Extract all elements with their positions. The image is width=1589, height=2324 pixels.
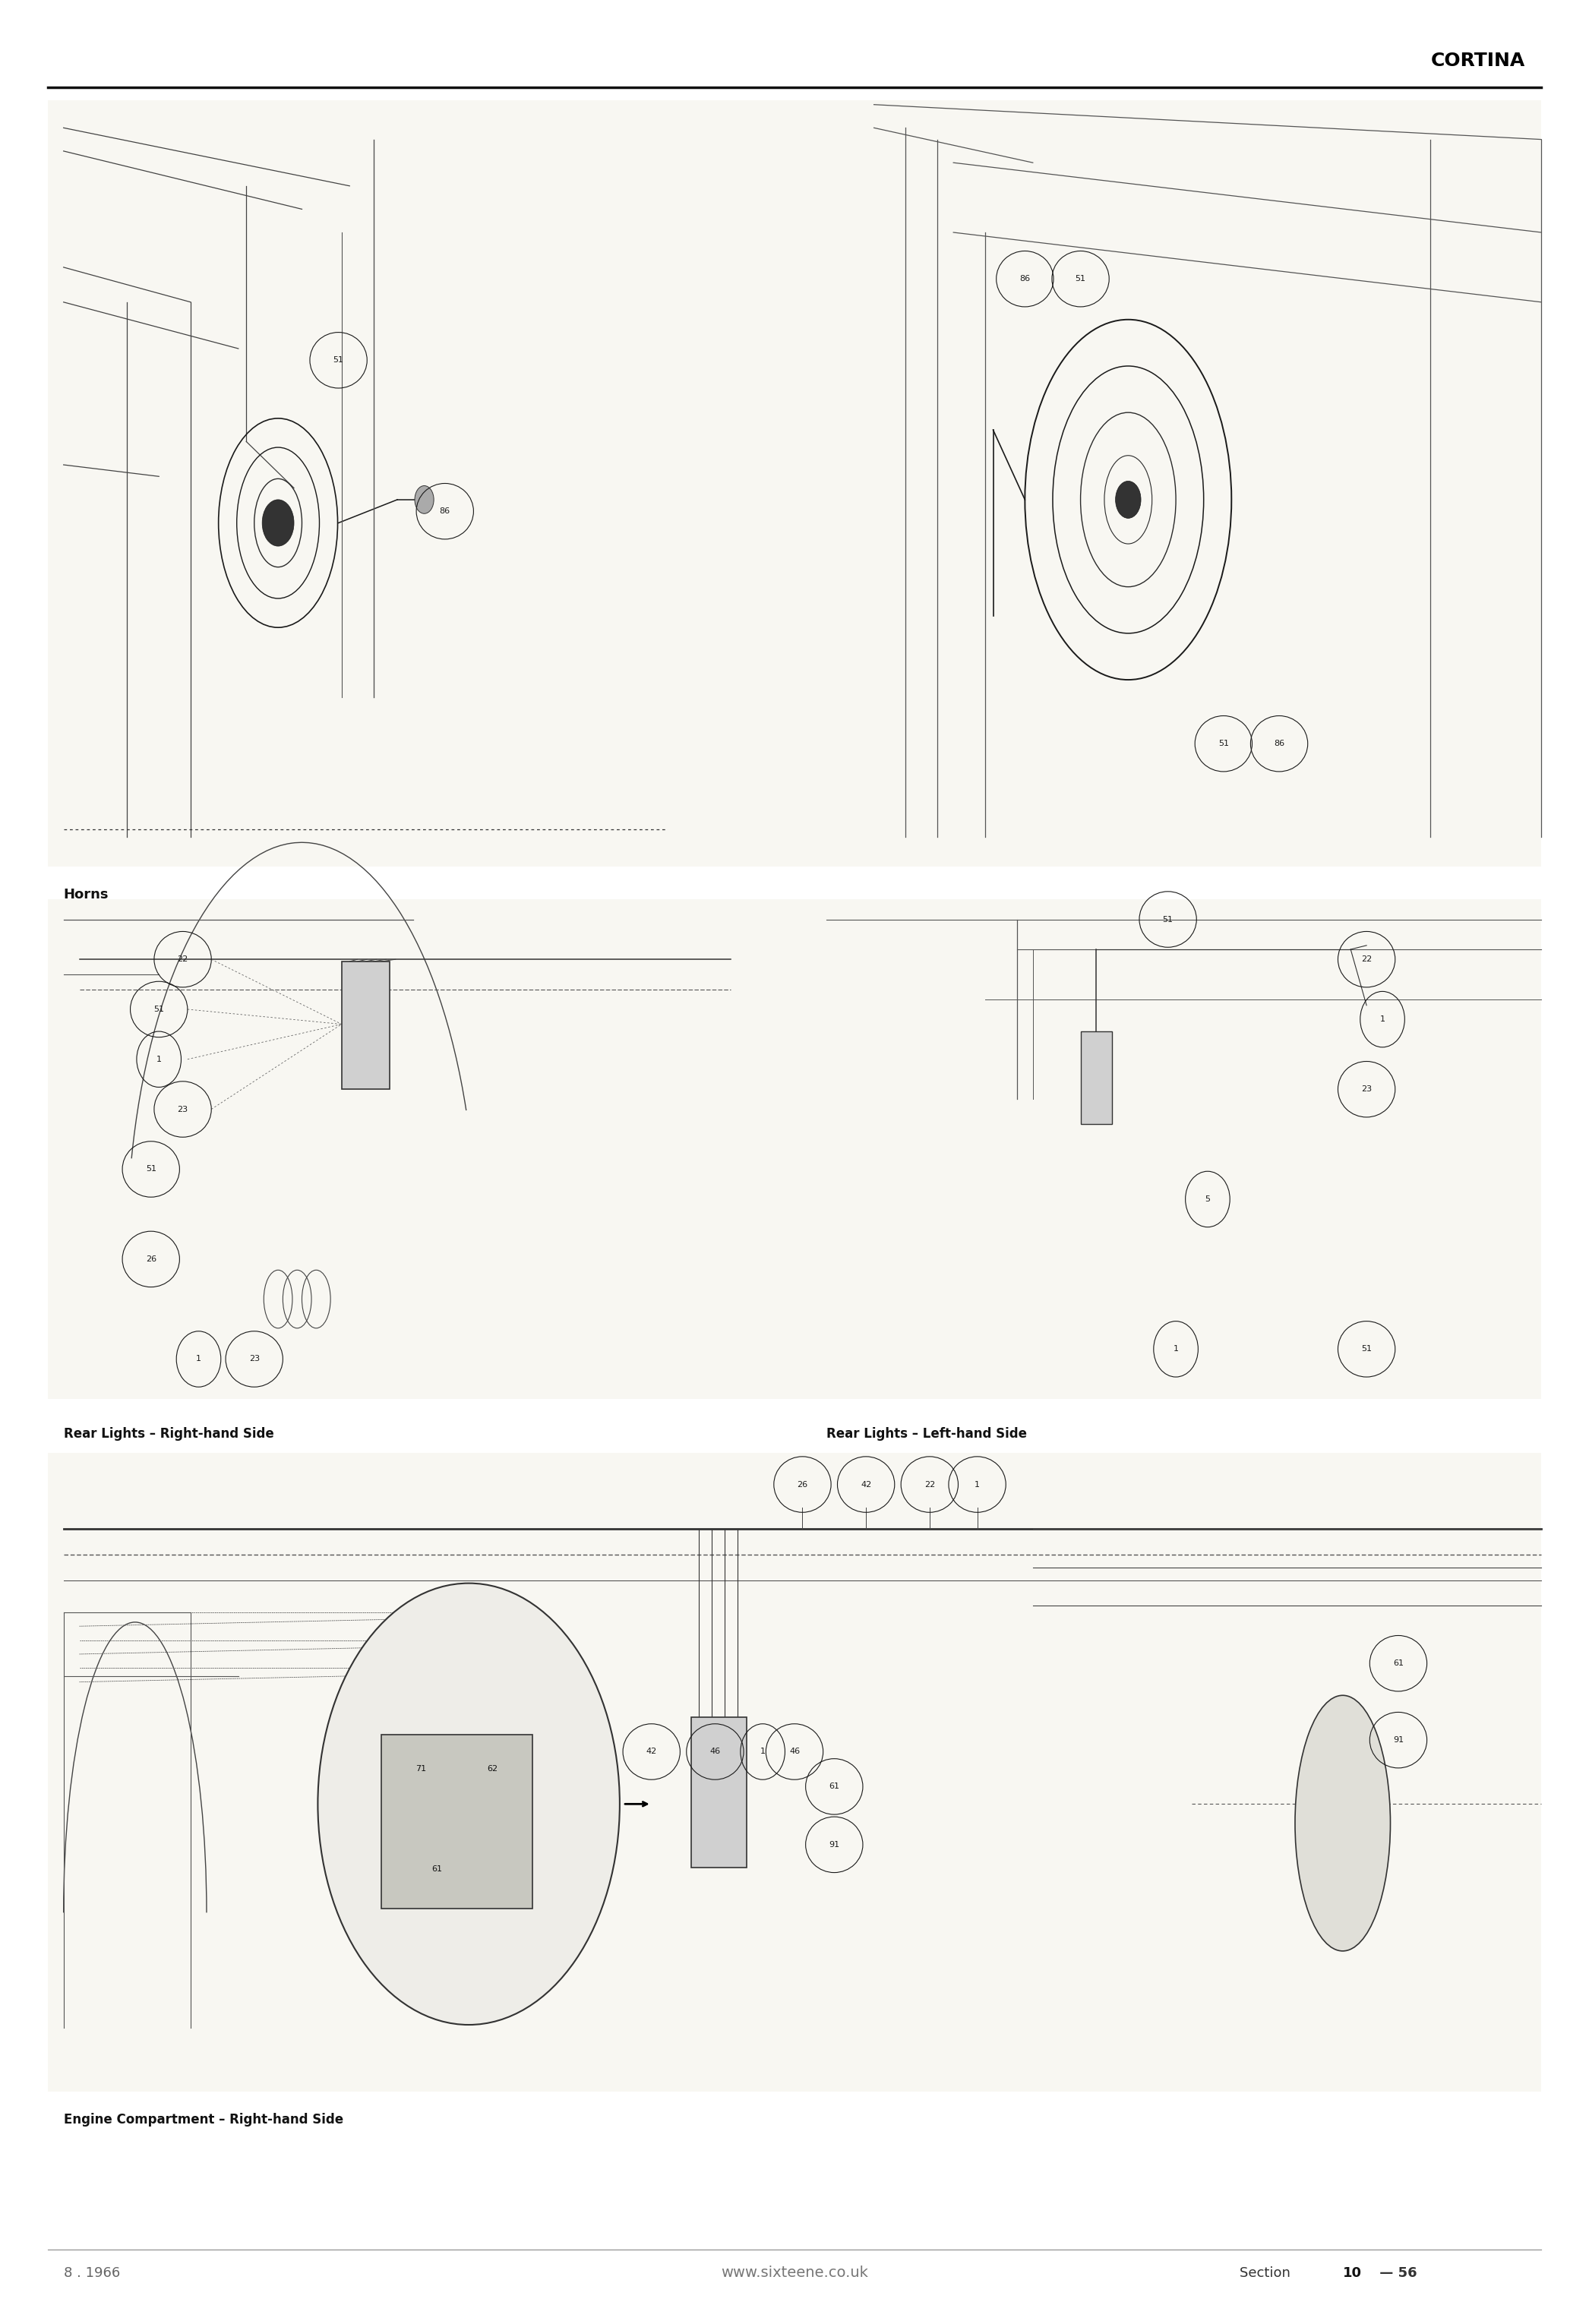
Circle shape — [262, 500, 294, 546]
Text: CORTINA: CORTINA — [1432, 51, 1525, 70]
Text: — 56: — 56 — [1374, 2266, 1417, 2280]
Text: 1: 1 — [1173, 1346, 1179, 1353]
Text: 1: 1 — [156, 1055, 162, 1062]
Text: Rear Lights – Right-hand Side: Rear Lights – Right-hand Side — [64, 1427, 273, 1441]
Text: 1: 1 — [760, 1748, 766, 1755]
Text: 22: 22 — [925, 1480, 934, 1487]
Text: 91: 91 — [829, 1841, 839, 1848]
Bar — [342, 962, 389, 1090]
Text: Rear Lights – Left-hand Side: Rear Lights – Left-hand Side — [826, 1427, 1026, 1441]
Text: 61: 61 — [432, 1866, 442, 1873]
Text: 61: 61 — [1394, 1659, 1403, 1666]
Text: 8 . 1966: 8 . 1966 — [64, 2266, 119, 2280]
Text: Engine Compartment – Right-hand Side: Engine Compartment – Right-hand Side — [64, 2113, 343, 2126]
Circle shape — [318, 1583, 620, 2024]
Text: www.sixteene.co.uk: www.sixteene.co.uk — [721, 2266, 868, 2280]
Text: 1: 1 — [974, 1480, 980, 1487]
Text: 86: 86 — [1020, 274, 1030, 284]
Text: 51: 51 — [1219, 739, 1228, 748]
Text: 22: 22 — [178, 955, 188, 962]
Text: 23: 23 — [1362, 1085, 1371, 1092]
Text: 51: 51 — [146, 1164, 156, 1174]
Text: 51: 51 — [1076, 274, 1085, 284]
Text: 26: 26 — [146, 1255, 156, 1262]
Text: Horns: Horns — [64, 888, 108, 902]
Text: 42: 42 — [647, 1748, 656, 1755]
Bar — [1081, 1032, 1112, 1125]
Text: 51: 51 — [154, 1006, 164, 1013]
Text: Section: Section — [1239, 2266, 1295, 2280]
Text: 42: 42 — [861, 1480, 871, 1487]
Circle shape — [415, 486, 434, 514]
Text: 61: 61 — [829, 1783, 839, 1789]
Text: 86: 86 — [1274, 739, 1284, 748]
Bar — [48, 1452, 1541, 2092]
Text: 46: 46 — [710, 1748, 720, 1755]
Text: 1: 1 — [195, 1355, 202, 1362]
Text: 23: 23 — [178, 1106, 188, 1113]
Text: 51: 51 — [1362, 1346, 1371, 1353]
Text: 62: 62 — [488, 1766, 497, 1773]
Circle shape — [1115, 481, 1141, 518]
Text: 91: 91 — [1394, 1736, 1403, 1743]
Text: 22: 22 — [1362, 955, 1371, 962]
Text: 51: 51 — [334, 356, 343, 365]
Text: 26: 26 — [798, 1480, 807, 1487]
Text: 1: 1 — [1379, 1016, 1386, 1023]
Bar — [691, 1717, 747, 1868]
Text: 71: 71 — [416, 1766, 426, 1773]
Text: 10: 10 — [1343, 2266, 1362, 2280]
Bar — [48, 899, 1541, 1399]
Text: 5: 5 — [1204, 1195, 1211, 1204]
Text: 46: 46 — [790, 1748, 799, 1755]
Bar — [381, 1734, 532, 1908]
Text: 51: 51 — [1163, 916, 1173, 923]
Bar — [48, 100, 1541, 867]
Text: 23: 23 — [249, 1355, 259, 1362]
Text: 86: 86 — [440, 507, 450, 516]
Ellipse shape — [1295, 1697, 1390, 1952]
